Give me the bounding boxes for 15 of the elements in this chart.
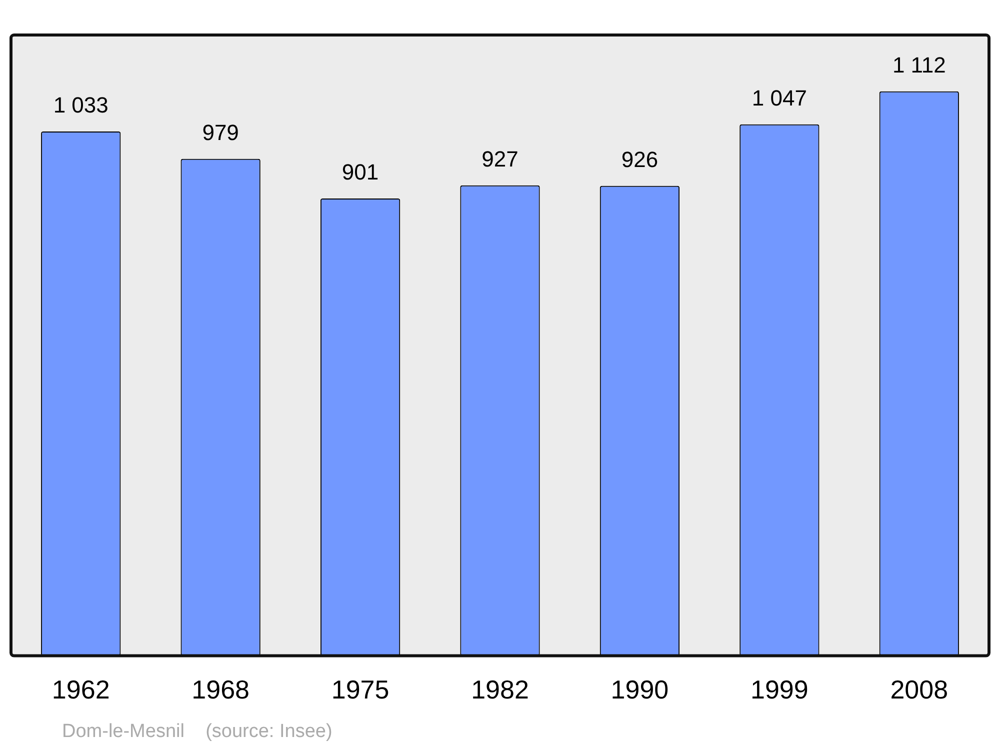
x-tick-label: 1962	[52, 674, 110, 705]
data-label: 1 033	[53, 92, 108, 118]
data-label: 927	[482, 146, 518, 172]
data-label: 979	[202, 120, 239, 145]
text: Dom-le-Mesnil (source: Insee)	[62, 721, 332, 742]
x-tick-label: 1982	[471, 674, 529, 705]
x-tick-label: 2008	[890, 674, 948, 705]
data-label: 901	[342, 160, 379, 185]
data-label: 1 112	[892, 52, 946, 78]
data-label: 1 047	[752, 85, 807, 110]
x-tick-label: 1968	[192, 674, 250, 705]
x-tick-label: 1999	[750, 674, 808, 705]
x-tick-label: 1975	[331, 674, 390, 705]
x-tick-label: 1990	[610, 674, 669, 705]
data-label: 926	[621, 146, 658, 172]
